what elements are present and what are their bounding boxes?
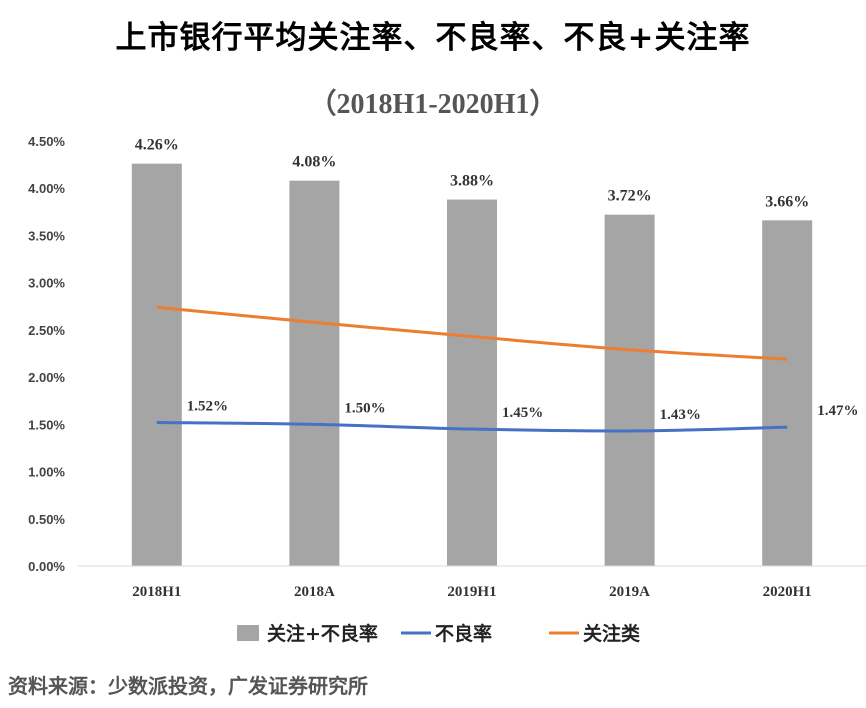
bar-data-label: 4.08% [292, 154, 336, 171]
line-data-label: 1.47% [817, 403, 858, 419]
bar-data-label: 3.72% [608, 188, 652, 205]
x-tick-label: 2018H1 [132, 584, 181, 600]
y-tick-label: 4.50% [28, 134, 65, 149]
line-data-label: 1.45% [502, 405, 543, 421]
attention-ratio-line [156, 305, 788, 361]
chart-title: 上市银行平均关注率、不良率、不良+关注率 [115, 20, 751, 56]
x-tick-label: 2019H1 [447, 584, 496, 600]
legend-label: 关注类 [583, 622, 640, 645]
y-tick-label: 1.00% [28, 465, 65, 480]
y-tick-label: 3.00% [28, 276, 65, 291]
bar-data-label: 3.66% [765, 193, 809, 210]
legend-label: 关注+不良率 [267, 622, 378, 645]
npl-ratio-line [156, 420, 788, 433]
bar-data-label: 3.88% [450, 173, 494, 190]
y-tick-label: 1.50% [28, 417, 65, 432]
legend-label: 不良率 [435, 622, 492, 645]
bar-data-label: 4.26% [135, 137, 179, 154]
y-tick-label: 2.00% [28, 370, 65, 385]
legend-swatch-bar [237, 625, 259, 641]
chart: 0.00% 0.50% 1.00% 1.50% 2.00% 2.50% 3.00% 3.50%… [28, 134, 866, 645]
x-tick-label: 2020H1 [763, 584, 812, 600]
line-data-label: 1.43% [660, 407, 701, 423]
y-tick-label: 3.50% [28, 228, 65, 243]
y-tick-label: 0.50% [28, 512, 65, 527]
x-tick-label: 2018A [294, 584, 335, 600]
bar [289, 180, 340, 566]
chart-subtitle: （2018H1-2020H1） [308, 89, 558, 120]
bar [447, 199, 497, 567]
y-tick-label: 2.50% [28, 323, 65, 338]
line-data-label: 1.50% [344, 400, 385, 416]
source-note: 资料来源：少数派投资，广发证券研究所 [8, 674, 368, 698]
y-tick-label: 4.00% [28, 181, 65, 196]
bar [762, 220, 813, 567]
y-tick-label: 0.00% [28, 559, 65, 574]
line-data-label: 1.52% [187, 398, 228, 414]
bar [604, 214, 655, 566]
bar [131, 163, 182, 566]
x-tick-label: 2019A [609, 584, 650, 600]
